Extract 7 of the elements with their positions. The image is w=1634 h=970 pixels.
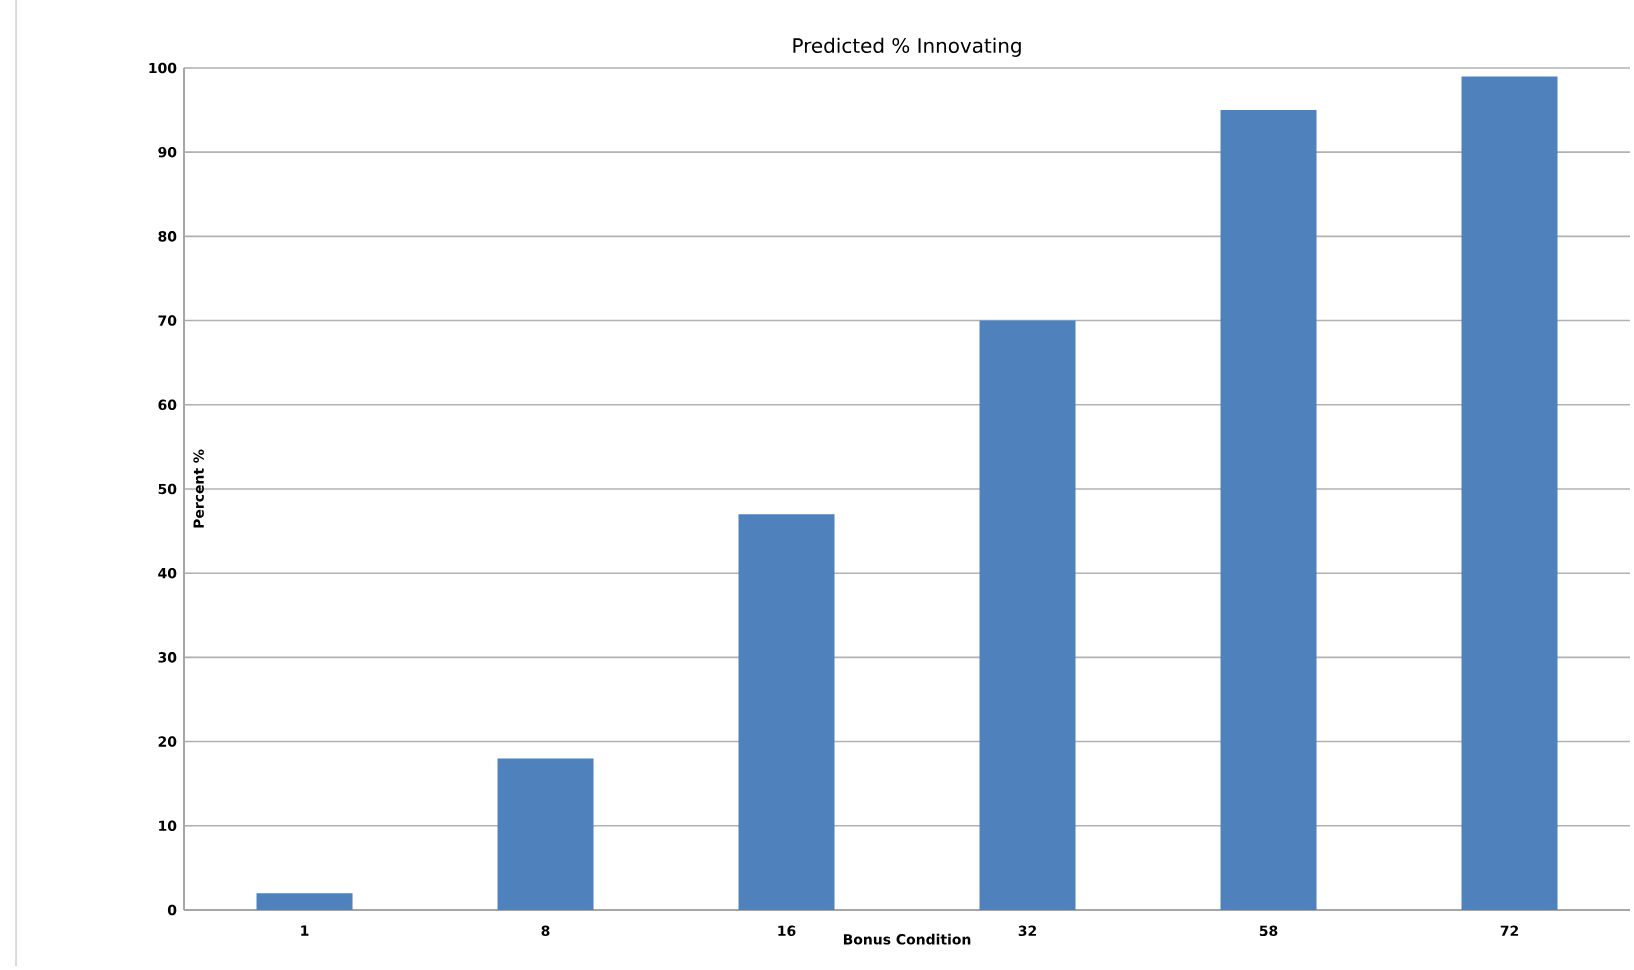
bar (979, 320, 1076, 910)
bar (1461, 76, 1558, 910)
bar (738, 514, 835, 910)
bar (497, 758, 594, 910)
bar (1220, 110, 1317, 910)
bar (256, 893, 353, 910)
chart-title: Predicted % Innovating (793, 37, 1021, 57)
